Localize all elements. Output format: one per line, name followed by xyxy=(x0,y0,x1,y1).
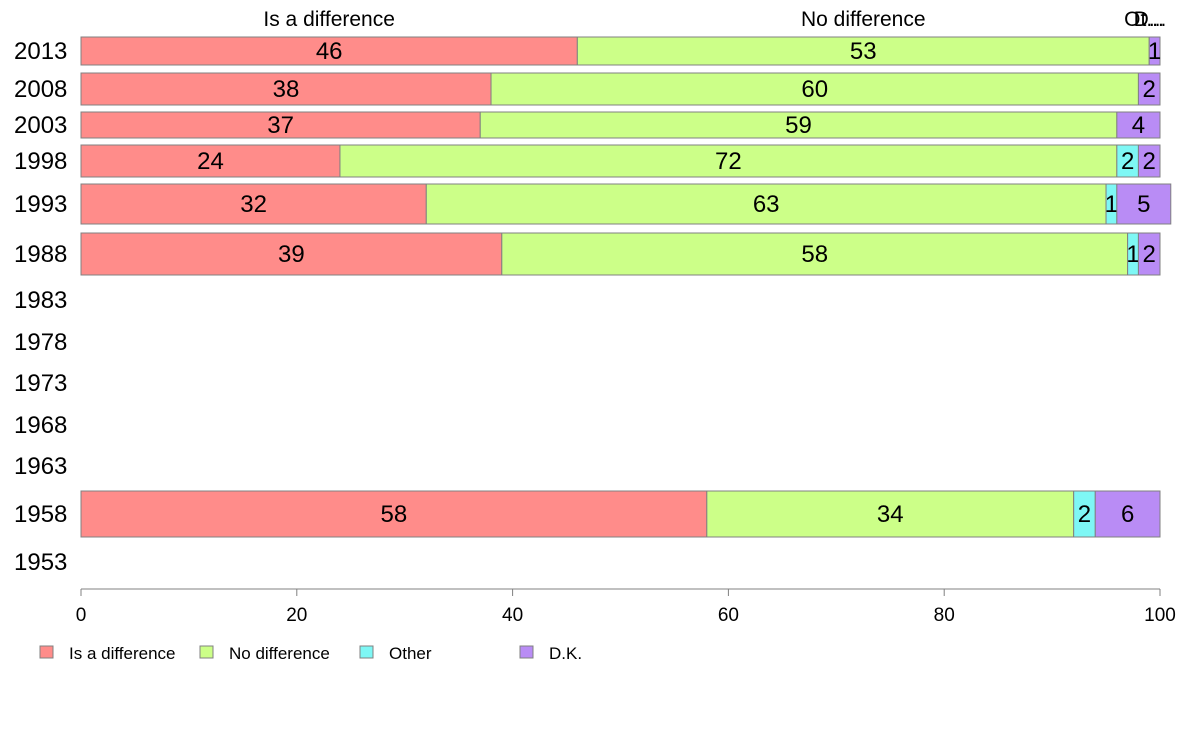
year-label: 1963 xyxy=(14,453,67,480)
year-label: 2008 xyxy=(14,76,67,103)
x-tick-label: 0 xyxy=(76,605,87,626)
bar-segment xyxy=(1137,144,1161,178)
bar-value-label: 1 xyxy=(1126,241,1139,268)
bar-value-label: 46 xyxy=(316,38,343,65)
bar-value-label: 59 xyxy=(785,112,812,139)
legend-swatch xyxy=(39,645,54,659)
bar-value-label: 63 xyxy=(753,191,780,218)
bar-segment xyxy=(80,183,427,225)
legend-swatch xyxy=(519,645,534,659)
bar-segment xyxy=(1148,36,1161,66)
year-label: 1983 xyxy=(14,287,67,314)
legend-swatch xyxy=(199,645,214,659)
bar-value-label: 5 xyxy=(1137,191,1150,218)
bar-value-label: 38 xyxy=(273,76,300,103)
bar-value-label: 72 xyxy=(715,148,742,175)
bar-value-label: 1 xyxy=(1105,191,1118,218)
legend-label: Other xyxy=(389,644,432,663)
bar-value-label: 2 xyxy=(1143,148,1156,175)
bar-segment xyxy=(80,111,481,139)
x-tick-label: 60 xyxy=(718,605,739,626)
bar-segment xyxy=(80,490,708,538)
bar-value-label: 58 xyxy=(381,501,408,528)
bar-segment xyxy=(1094,490,1161,538)
year-label: 1998 xyxy=(14,148,67,175)
x-tick-label: 100 xyxy=(1144,605,1176,626)
bar-segment xyxy=(425,183,1107,225)
bar-value-label: 6 xyxy=(1121,501,1134,528)
bar-value-label: 32 xyxy=(240,191,267,218)
x-tick-label: 20 xyxy=(286,605,307,626)
legend-label: Is a difference xyxy=(69,644,175,663)
year-label: 1968 xyxy=(14,412,67,439)
bar-segment xyxy=(80,144,341,178)
legend-swatch xyxy=(359,645,374,659)
year-label: 1988 xyxy=(14,241,67,268)
header-label: No difference xyxy=(801,8,926,31)
bar-segment xyxy=(1137,232,1161,276)
header-label: D... xyxy=(1134,8,1167,31)
bar-segment xyxy=(80,232,503,276)
bar-value-label: 53 xyxy=(850,38,877,65)
header-label: Ot... xyxy=(1124,8,1164,31)
year-label: 2013 xyxy=(14,38,67,65)
bar-value-label: 2 xyxy=(1143,76,1156,103)
year-label: 1978 xyxy=(14,329,67,356)
bar-value-label: 24 xyxy=(197,148,224,175)
x-tick-label: 40 xyxy=(502,605,523,626)
legend-label: D.K. xyxy=(549,644,582,663)
bar-segment xyxy=(80,72,492,106)
bar-value-label: 39 xyxy=(278,241,305,268)
year-label: 1958 xyxy=(14,501,67,528)
year-label: 2003 xyxy=(14,112,67,139)
bar-segment xyxy=(490,72,1139,106)
bar-segment xyxy=(706,490,1075,538)
bar-value-label: 1 xyxy=(1148,38,1161,65)
year-label: 1993 xyxy=(14,191,67,218)
bar-value-label: 4 xyxy=(1132,112,1145,139)
bar-segment xyxy=(1116,183,1172,225)
bar-value-label: 58 xyxy=(801,241,828,268)
bar-value-label: 34 xyxy=(877,501,904,528)
year-label: 1973 xyxy=(14,370,67,397)
year-label: 1953 xyxy=(14,549,67,576)
bar-segment xyxy=(1137,72,1161,106)
bar-segment xyxy=(1116,111,1161,139)
bar-segment xyxy=(576,36,1150,66)
bar-value-label: 37 xyxy=(267,112,294,139)
x-tick-label: 80 xyxy=(934,605,955,626)
bar-value-label: 2 xyxy=(1143,241,1156,268)
bar-segment xyxy=(339,144,1118,178)
bar-value-label: 2 xyxy=(1078,501,1091,528)
bar-value-label: 60 xyxy=(801,76,828,103)
bar-segment xyxy=(479,111,1118,139)
bar-segment xyxy=(501,232,1129,276)
legend-label: No difference xyxy=(229,644,330,663)
header-label: Is a difference xyxy=(263,8,395,31)
bar-value-label: 2 xyxy=(1121,148,1134,175)
